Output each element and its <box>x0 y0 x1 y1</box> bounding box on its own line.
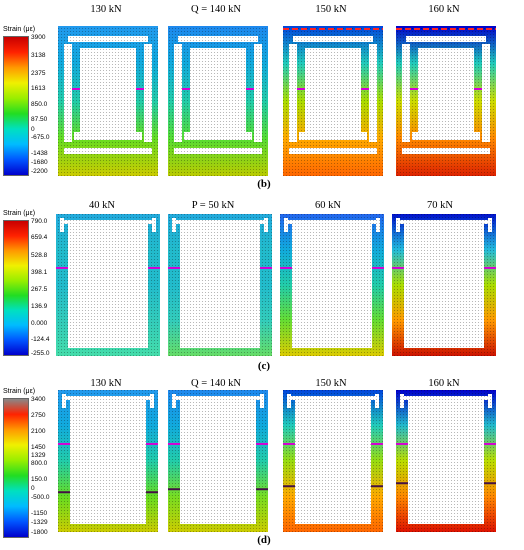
scale-tick: 850.0 <box>31 101 48 108</box>
load-label: 160 kN <box>428 4 460 15</box>
scale-tick: 398.1 <box>31 269 48 276</box>
frame-model <box>392 214 496 356</box>
mesh-pattern <box>283 390 383 532</box>
scale-title: Strain (με) <box>3 388 36 395</box>
mesh-pattern <box>280 214 384 356</box>
scale-tick: 0 <box>31 485 35 492</box>
scale-tick: 1329 <box>31 452 46 459</box>
panel-b: 130 kN Q = 140 kN 150 kN 160 kN Strain (… <box>0 0 524 190</box>
frame-model <box>168 214 272 356</box>
scale-tick: -675.0 <box>31 134 50 141</box>
scale-tick: 528.8 <box>31 252 48 259</box>
scale-tick: 136.9 <box>31 303 48 310</box>
frame-model <box>396 390 496 532</box>
scale-tick: 2375 <box>31 70 46 77</box>
scale-tick: 0 <box>31 126 35 133</box>
mesh-pattern <box>168 26 268 176</box>
panel-letter: (c) <box>257 360 271 372</box>
frame-model <box>58 26 158 176</box>
strain-color-bar <box>3 36 29 176</box>
load-label: 130 kN <box>90 378 122 389</box>
scale-tick: -255.0 <box>31 350 50 357</box>
mesh-pattern <box>396 390 496 532</box>
scale-tick: -1329 <box>31 519 48 526</box>
frame-model <box>396 26 496 176</box>
load-label: 60 kN <box>315 200 341 211</box>
scale-tick: -2200 <box>31 168 48 175</box>
scale-tick: 2100 <box>31 428 46 435</box>
frame-model <box>168 26 268 176</box>
scale-tick: 800.0 <box>31 460 48 467</box>
scale-tick: 3138 <box>31 52 46 59</box>
strain-contour-frames <box>58 26 496 176</box>
mesh-pattern <box>168 390 268 532</box>
scale-tick: 267.5 <box>31 286 48 293</box>
scale-tick: 1450 <box>31 444 46 451</box>
scale-title: Strain (με) <box>3 26 36 33</box>
scale-tick: 2750 <box>31 412 46 419</box>
scale-tick: -1680 <box>31 159 48 166</box>
load-label: 150 kN <box>315 378 347 389</box>
load-label: 150 kN <box>315 4 347 15</box>
frame-model <box>168 390 268 532</box>
scale-tick: -1438 <box>31 150 48 157</box>
mesh-pattern <box>58 26 158 176</box>
scale-tick: -1150 <box>31 510 48 517</box>
frame-model <box>58 390 158 532</box>
scale-tick: 3900 <box>31 34 46 41</box>
scale-tick: 1613 <box>31 85 46 92</box>
strain-color-bar <box>3 398 29 538</box>
load-label: 40 kN <box>89 200 115 211</box>
scale-tick: 87.50 <box>31 116 48 123</box>
mesh-pattern <box>168 214 272 356</box>
panel-c: 40 kN P = 50 kN 60 kN 70 kN Strain (με) … <box>0 192 524 372</box>
mesh-pattern <box>392 214 496 356</box>
panel-letter: (d) <box>257 534 271 546</box>
load-label: Q = 140 kN <box>191 4 241 15</box>
frame-model <box>283 26 383 176</box>
panel-d: 130 kN Q = 140 kN 150 kN 160 kN Strain (… <box>0 374 524 550</box>
mesh-pattern <box>283 26 383 176</box>
load-label: 130 kN <box>90 4 122 15</box>
strain-color-bar <box>3 220 29 356</box>
scale-tick: -500.0 <box>31 494 50 501</box>
scale-tick: 0.000 <box>31 320 48 327</box>
panel-letter: (b) <box>257 178 271 190</box>
scale-tick: 659.4 <box>31 234 48 241</box>
load-label: 70 kN <box>427 200 453 211</box>
scale-tick: -1800 <box>31 529 48 536</box>
load-label: P = 50 kN <box>191 200 235 211</box>
scale-tick: 790.0 <box>31 218 48 225</box>
scale-tick: -124.4 <box>31 336 50 343</box>
frame-model <box>283 390 383 532</box>
load-label: Q = 140 kN <box>191 378 241 389</box>
strain-contour-frames <box>56 214 496 356</box>
scale-tick: 150.0 <box>31 476 48 483</box>
frame-model <box>280 214 384 356</box>
mesh-pattern <box>396 26 496 176</box>
frame-model <box>56 214 160 356</box>
strain-contour-frames <box>58 390 496 532</box>
load-label: 160 kN <box>428 378 460 389</box>
scale-tick: 3400 <box>31 396 46 403</box>
mesh-pattern <box>58 390 158 532</box>
scale-title: Strain (με) <box>3 210 36 217</box>
mesh-pattern <box>56 214 160 356</box>
